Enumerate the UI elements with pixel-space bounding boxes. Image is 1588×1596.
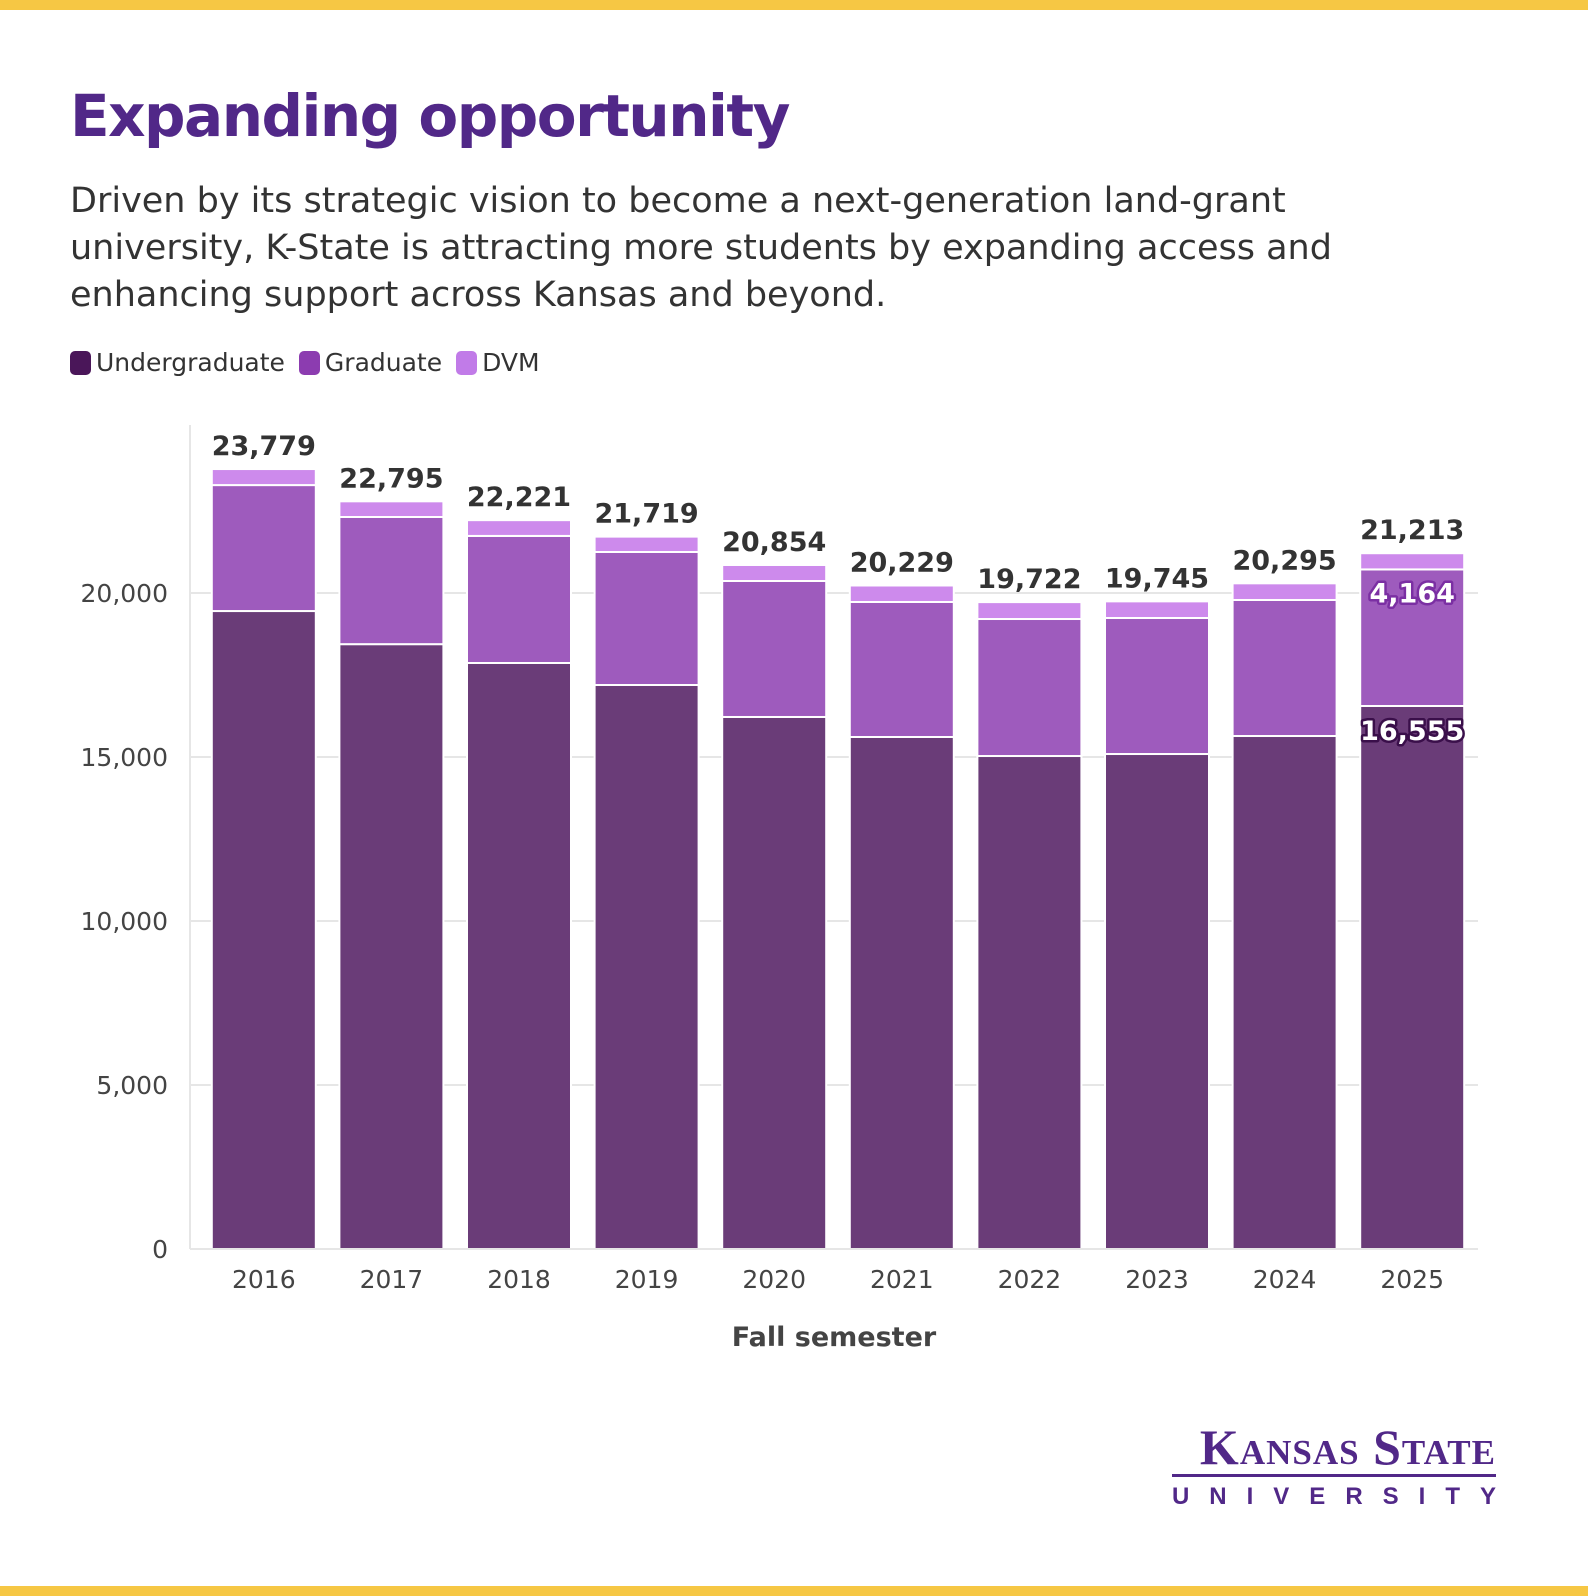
bar-segment-undergraduate [1359,704,1466,1251]
bar-segment-dvm [593,535,700,554]
x-tick-label: 2020 [742,1265,806,1294]
bar-segment-dvm [721,563,828,582]
segment-annotation-undergraduate: 16,555 [1360,716,1464,747]
bar-segment-undergraduate [976,755,1083,1250]
bar-segment-undergraduate [721,715,828,1250]
logo-subline: UNIVERSITY [1171,1483,1516,1510]
legend-swatch-undergraduate [70,350,91,375]
bar-segment-undergraduate [1231,735,1338,1250]
stacked-bar-chart: 0 5,000 10,000 15,000 20,000 23,779 22,795 22,… [81,425,1478,1353]
bar-segment-dvm [1359,552,1466,571]
bar-segment-dvm [466,519,572,537]
legend-label: Graduate [324,348,443,377]
top-accent-bar [0,0,1588,10]
total-label: 19,722 [977,564,1081,595]
total-label: 20,229 [850,547,954,578]
total-label: 23,779 [212,431,316,462]
legend-item-dvm: DVM [456,348,540,377]
bar-segment-graduate [1359,568,1466,707]
total-label: 20,854 [722,527,826,558]
y-tick-label: 20,000 [81,579,168,608]
bar-segment-graduate [721,579,828,718]
total-label: 21,213 [1360,515,1464,546]
chart-subtitle: Driven by its strategic vision to become… [70,181,1332,315]
segment-annotation-graduate: 4,164 [1369,578,1454,609]
bar-segment-graduate [1104,616,1210,756]
total-labels: 23,779 22,795 22,221 21,719 20,854 20,229 19,7… [212,431,1467,749]
bar-segment-graduate [1231,598,1338,738]
bar-segment-dvm [976,601,1083,621]
total-label: 22,795 [339,463,443,494]
bar-segment-undergraduate [466,661,572,1251]
bars [210,468,1466,1251]
legend-item-graduate: Graduate [298,348,443,377]
bar-segment-undergraduate [593,684,700,1250]
bar-segment-dvm [210,468,317,487]
y-axis: 0 5,000 10,000 15,000 20,000 [81,425,191,1264]
bar-segment-graduate [338,516,445,646]
bar-segment-undergraduate [1104,753,1210,1250]
bar-segment-dvm [1231,582,1338,601]
bar-segment-undergraduate [210,610,317,1251]
total-label: 19,745 [1105,563,1209,594]
bar-segment-graduate [593,551,700,687]
x-tick-label: 2023 [1125,1265,1189,1294]
bottom-accent-bar [0,1586,1588,1596]
legend-item-undergraduate: Undergraduate [70,348,285,377]
bar-segment-undergraduate [848,735,955,1250]
x-tick-label: 2024 [1253,1265,1317,1294]
legend-label: Undergraduate [96,348,285,377]
y-tick-label: 5,000 [96,1071,168,1100]
legend-swatch-dvm [456,350,478,375]
x-tick-label: 2018 [487,1265,551,1294]
x-tick-label: 2025 [1380,1265,1444,1294]
bar-segment-graduate [210,484,317,613]
x-tick-label: 2021 [870,1265,934,1294]
bar-segment-dvm [848,584,955,603]
x-tick-label: 2022 [998,1265,1062,1294]
x-axis: 2016 2017 2018 2019 2020 2021 2022 2023 2024 2025 [190,1248,1478,1294]
total-label: 20,295 [1232,545,1336,576]
x-tick-label: 2016 [232,1265,296,1294]
x-tick-label: 2017 [360,1265,424,1294]
total-label: 21,719 [594,499,698,530]
bar-segment-dvm [338,500,445,519]
kansas-state-logo: Kansas State UNIVERSITY [1171,1419,1496,1511]
legend-label: DVM [482,348,540,377]
legend-swatch-graduate [298,350,320,375]
bar-segment-graduate [848,600,955,738]
bar-segment-dvm [1104,600,1210,619]
x-tick-label: 2019 [615,1265,679,1294]
bar-segment-graduate [466,534,572,664]
y-tick-label: 0 [152,1235,168,1264]
chart-title: Expanding opportunity [70,82,790,150]
y-tick-label: 15,000 [81,743,168,772]
x-axis-title: Fall semester [732,1322,937,1353]
y-tick-label: 10,000 [81,907,168,936]
logo-rule [1171,1474,1496,1477]
total-label: 22,221 [467,482,571,513]
bar-segment-graduate [976,618,1083,758]
logo-wordmark: Kansas State [1199,1419,1496,1475]
bar-segment-undergraduate [338,643,445,1250]
legend: Undergraduate Graduate DVM [70,348,540,377]
